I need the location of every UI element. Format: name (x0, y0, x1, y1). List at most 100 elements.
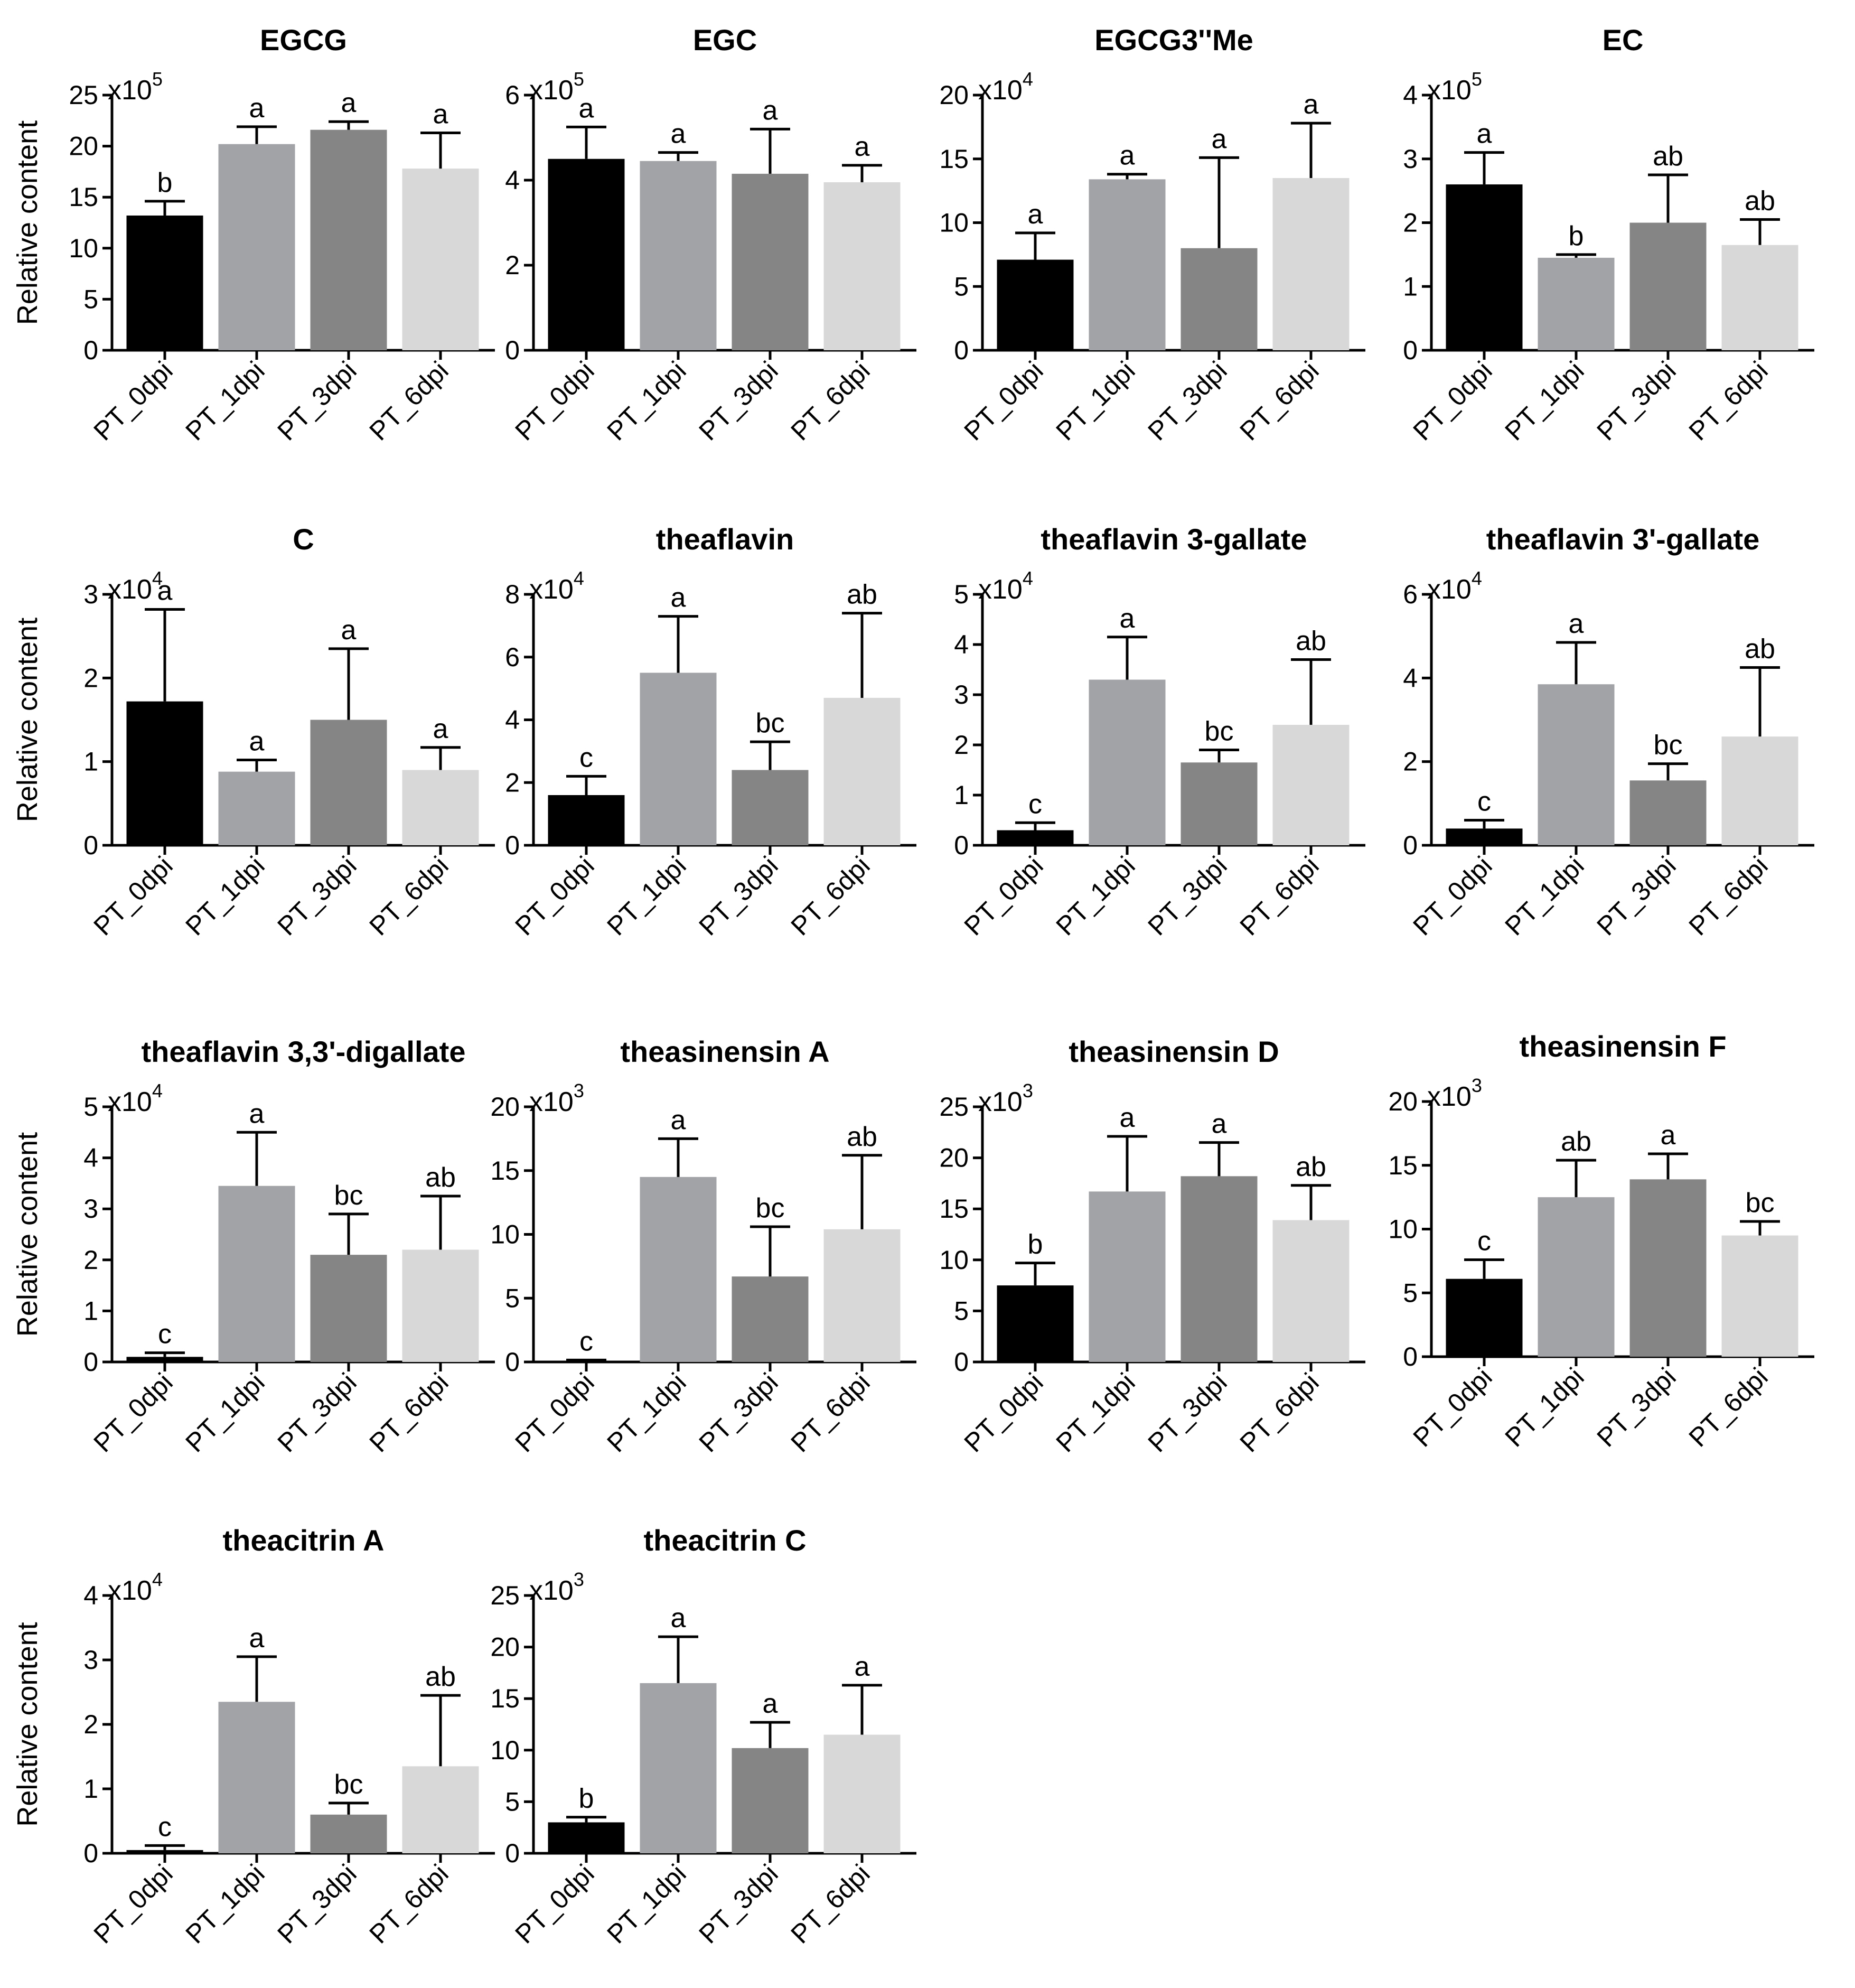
significance-letter: b (1569, 221, 1584, 251)
significance-letter: a (671, 583, 686, 613)
significance-letter: c (1028, 789, 1042, 819)
y-tick-label: 15 (939, 1194, 969, 1224)
y-tick-label: 15 (939, 144, 969, 174)
y-tick-label: 5 (954, 580, 969, 609)
panel-title: theacitrin A (223, 1524, 385, 1557)
bar-PT_1dpi (1089, 1191, 1166, 1362)
significance-letter: ab (1745, 634, 1775, 665)
significance-letter: a (249, 93, 265, 124)
y-axis-label: Relative content (12, 120, 43, 325)
bar-PT_6dpi (823, 1229, 901, 1362)
panel-10: theasinensin A x103 0 5 10 15 20 c PT_0dpi a PT_1d… (490, 1035, 916, 1458)
panel-12: theasinensin F x103 0 5 10 15 20 c PT_0dpi ab PT_1… (1388, 1030, 1814, 1452)
significance-letter: a (1661, 1120, 1676, 1151)
y-tick-label: 6 (505, 80, 520, 110)
bar-PT_1dpi (640, 161, 717, 350)
multiplier-base: x10 (108, 574, 152, 605)
y-multiplier: x103 (529, 1569, 584, 1606)
multiplier-exponent: 4 (152, 567, 163, 589)
y-tick-label: 0 (954, 1347, 969, 1377)
y-tick-label: 5 (505, 1787, 520, 1816)
y-multiplier: x104 (1427, 567, 1482, 605)
y-tick-label: 1 (83, 1296, 98, 1326)
significance-letter: a (671, 1105, 686, 1135)
y-tick-label: 0 (505, 1347, 520, 1377)
x-tick-label: PT_1dpi (601, 1367, 691, 1458)
significance-letter: a (1120, 1103, 1135, 1133)
y-tick-label: 15 (490, 1684, 520, 1713)
bar-PT_0dpi (997, 1285, 1074, 1362)
significance-letter: a (855, 132, 870, 162)
bar-PT_1dpi (1089, 179, 1166, 350)
bar-PT_3dpi (1629, 1179, 1707, 1357)
bar-PT_1dpi (640, 1177, 717, 1362)
panel-title: theasinensin A (620, 1035, 829, 1068)
y-tick-label: 0 (505, 830, 520, 860)
significance-letter: ab (1561, 1126, 1591, 1157)
y-tick-label: 4 (83, 1143, 98, 1173)
panel-8: theaflavin 3'-gallatex1040246cPT_0dpiaPT… (1403, 522, 1814, 941)
bar-PT_0dpi (548, 795, 625, 845)
panel-title: C (293, 522, 314, 556)
x-tick-label: PT_1dpi (1499, 1362, 1589, 1452)
x-tick-label: PT_1dpi (180, 1367, 270, 1458)
y-tick-label: 4 (954, 630, 969, 659)
y-multiplier: x103 (978, 1080, 1033, 1117)
panel-3: EGCG3''Me x104 0 5 10 15 20 a PT_0dpi a PT_1dpi a PT… (939, 23, 1365, 446)
x-tick-label: PT_0dpi (509, 356, 599, 446)
bar-PT_3dpi (732, 173, 809, 350)
x-tick-label: PT_3dpi (693, 1859, 783, 1949)
bar-PT_3dpi (732, 1748, 809, 1853)
panel-title: theaflavin 3,3'-digallate (142, 1035, 466, 1068)
y-multiplier: x104 (108, 567, 163, 605)
panel-title: theasinensin F (1519, 1030, 1726, 1063)
y-tick-label: 2 (1403, 208, 1418, 238)
significance-letter: c (579, 1326, 593, 1357)
bar-PT_6dpi (823, 697, 901, 845)
x-tick-label: PT_1dpi (1050, 851, 1140, 941)
x-tick-label: PT_3dpi (1142, 1367, 1232, 1458)
x-tick-label: PT_3dpi (271, 1367, 362, 1458)
significance-letter: bc (334, 1180, 363, 1211)
x-tick-label: PT_3dpi (1591, 1362, 1681, 1452)
y-tick-label: 5 (83, 284, 98, 314)
x-tick-label: PT_0dpi (958, 851, 1048, 941)
bar-PT_0dpi (1446, 1278, 1523, 1357)
multiplier-base: x10 (1427, 1081, 1472, 1112)
significance-letter: a (249, 1098, 265, 1129)
bar-PT_6dpi (1721, 1235, 1798, 1357)
y-multiplier: x105 (529, 68, 584, 106)
y-tick-label: 6 (1403, 580, 1418, 609)
x-tick-label: PT_6dpi (363, 1367, 454, 1458)
x-tick-label: PT_0dpi (88, 851, 178, 941)
y-tick-label: 4 (505, 705, 520, 735)
multiplier-exponent: 4 (574, 567, 584, 589)
multiplier-exponent: 4 (1023, 68, 1033, 90)
significance-letter: a (1304, 89, 1319, 120)
significance-letter: c (1477, 787, 1491, 817)
y-tick-label: 4 (1403, 663, 1418, 693)
x-tick-label: PT_3dpi (271, 356, 362, 446)
significance-letter: a (763, 1688, 778, 1719)
bar-PT_3dpi (1629, 222, 1707, 350)
x-tick-label: PT_0dpi (88, 1859, 178, 1949)
significance-letter: bc (1654, 730, 1683, 761)
y-multiplier: x105 (108, 68, 163, 106)
y-multiplier: x104 (529, 567, 584, 605)
multiplier-exponent: 3 (574, 1569, 584, 1590)
y-tick-label: 2 (505, 250, 520, 280)
y-tick-label: 0 (83, 1838, 98, 1868)
panel-14: theacitrin C x103 0 5 10 15 20 25 b PT_0dpi a PT_1d… (490, 1524, 916, 1949)
y-tick-label: 5 (505, 1283, 520, 1313)
significance-letter: ab (1296, 626, 1326, 657)
x-tick-label: PT_1dpi (1050, 1367, 1140, 1458)
y-tick-label: 20 (490, 1092, 520, 1122)
x-tick-label: PT_1dpi (180, 1859, 270, 1949)
multiplier-base: x10 (108, 75, 152, 106)
multiplier-base: x10 (1427, 574, 1472, 605)
bar-PT_3dpi (310, 1814, 387, 1853)
x-tick-label: PT_0dpi (1407, 356, 1497, 446)
